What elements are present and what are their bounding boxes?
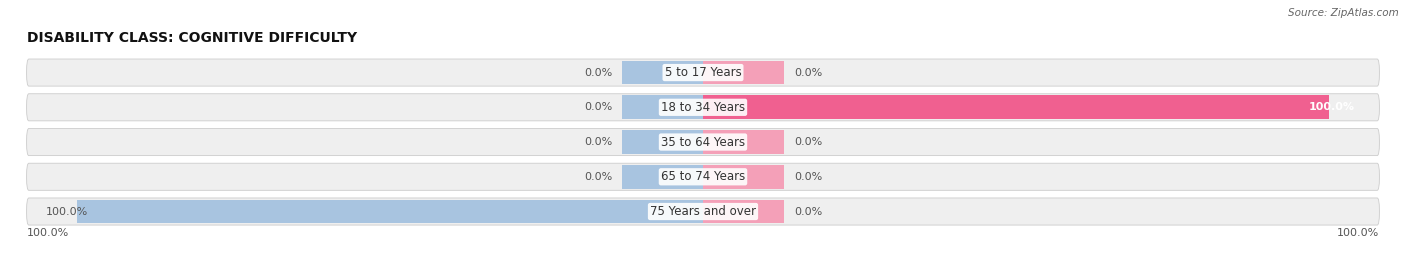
Text: 0.0%: 0.0% (583, 102, 612, 112)
Text: 0.0%: 0.0% (794, 207, 823, 217)
Bar (703, 165, 785, 189)
FancyBboxPatch shape (27, 163, 1379, 190)
FancyBboxPatch shape (27, 198, 1379, 225)
Text: 0.0%: 0.0% (794, 137, 823, 147)
Text: 75 Years and over: 75 Years and over (650, 205, 756, 218)
Text: 18 to 34 Years: 18 to 34 Years (661, 101, 745, 114)
Text: Source: ZipAtlas.com: Source: ZipAtlas.com (1288, 8, 1399, 18)
Text: 100.0%: 100.0% (1309, 102, 1354, 112)
Text: 5 to 17 Years: 5 to 17 Years (665, 66, 741, 79)
Text: 0.0%: 0.0% (583, 172, 612, 182)
Bar (621, 165, 703, 189)
Text: 0.0%: 0.0% (794, 172, 823, 182)
Text: 0.0%: 0.0% (583, 68, 612, 77)
Text: 65 to 74 Years: 65 to 74 Years (661, 170, 745, 183)
Bar (703, 61, 785, 84)
Bar (77, 200, 703, 223)
Bar (621, 95, 703, 119)
Bar (621, 130, 703, 154)
FancyBboxPatch shape (27, 128, 1379, 156)
FancyBboxPatch shape (27, 94, 1379, 121)
Text: 35 to 64 Years: 35 to 64 Years (661, 136, 745, 148)
Bar (703, 200, 785, 223)
FancyBboxPatch shape (27, 59, 1379, 86)
Text: 0.0%: 0.0% (794, 68, 823, 77)
Text: 0.0%: 0.0% (583, 137, 612, 147)
Text: 100.0%: 100.0% (27, 228, 69, 238)
Bar (703, 130, 785, 154)
Text: 100.0%: 100.0% (1337, 228, 1379, 238)
Text: DISABILITY CLASS: COGNITIVE DIFFICULTY: DISABILITY CLASS: COGNITIVE DIFFICULTY (27, 31, 357, 46)
Text: 100.0%: 100.0% (45, 207, 87, 217)
Bar (621, 61, 703, 84)
Bar (703, 95, 1329, 119)
